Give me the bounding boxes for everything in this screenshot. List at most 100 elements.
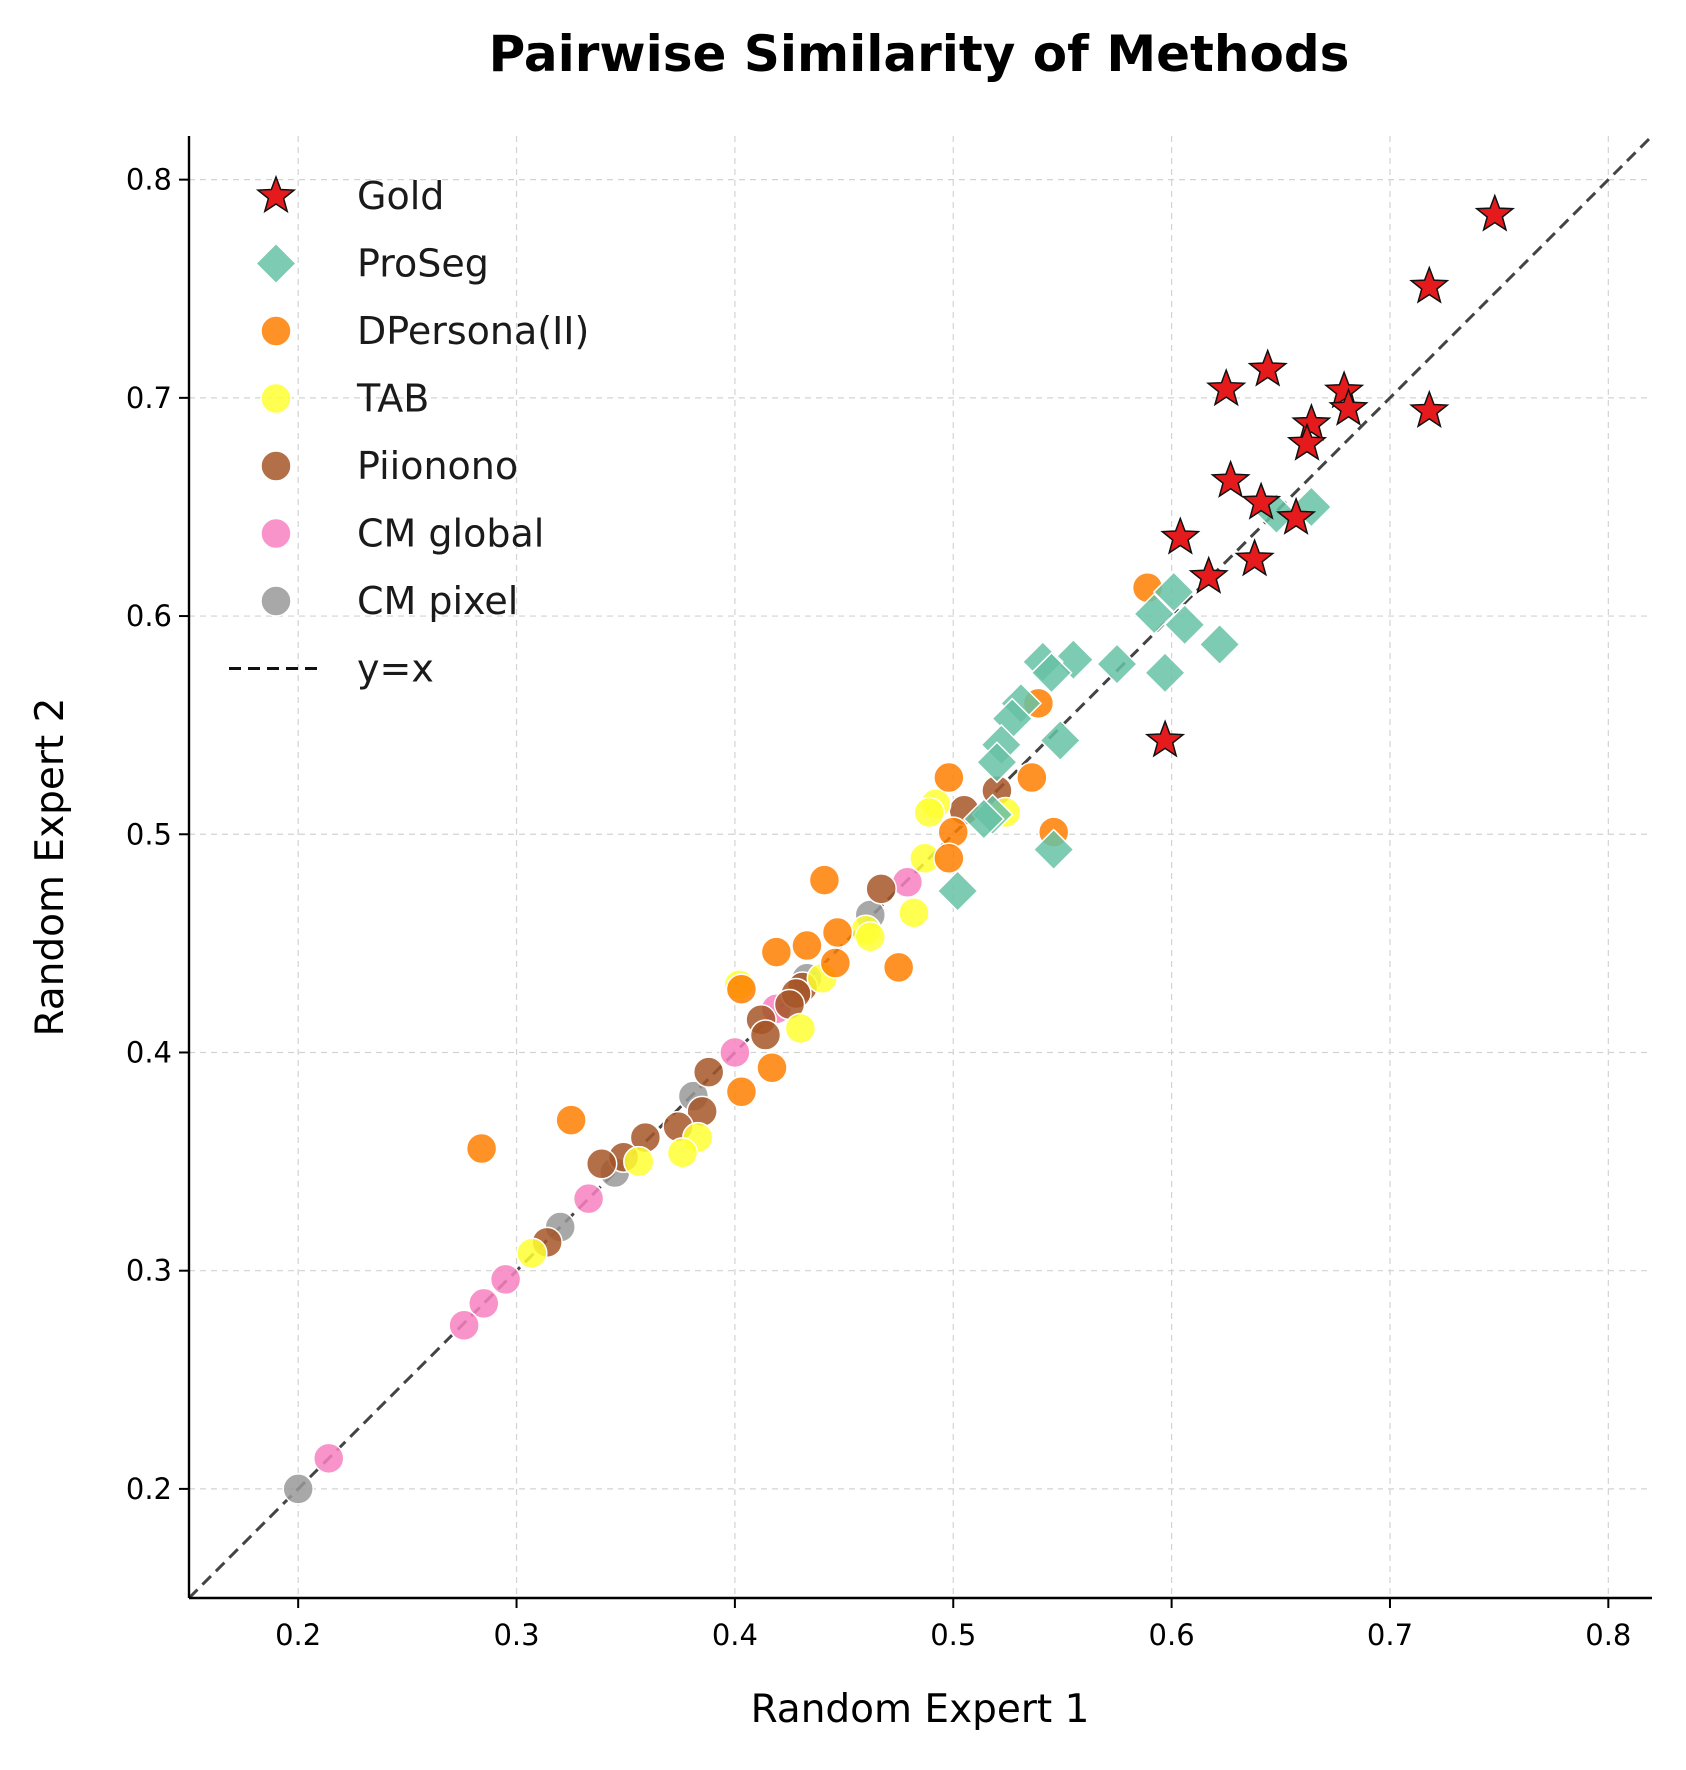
y-tick-label: 0.6: [126, 599, 172, 633]
data-point: [1323, 370, 1365, 409]
y-tick-label: 0.7: [126, 381, 172, 415]
legend-item: DPersona(II): [260, 309, 589, 353]
y-tick-label: 0.5: [126, 817, 172, 851]
data-point: [784, 1012, 817, 1045]
data-point: [1152, 570, 1195, 614]
data-point: [692, 1056, 725, 1088]
y-ticks: 0.2 0.3 0.4 0.5 0.6 0.7 0.8: [126, 163, 189, 1506]
data-point: [282, 1473, 314, 1505]
legend-item: y=x: [229, 647, 434, 691]
data-point: [1234, 538, 1275, 577]
data-point: [1160, 516, 1201, 555]
data-point: [1210, 459, 1251, 498]
data-points: [282, 193, 1515, 1505]
data-point: [756, 1052, 788, 1084]
legend-marker: [255, 174, 297, 214]
data-point: [1198, 623, 1241, 666]
series-proseg: [936, 485, 1333, 913]
data-point: [936, 869, 979, 913]
legend-item: CM global: [260, 512, 544, 556]
data-point: [585, 1148, 618, 1180]
data-point: [821, 916, 854, 949]
y-tick-label: 0.3: [126, 1254, 172, 1288]
data-point: [725, 973, 758, 1005]
data-point: [719, 1036, 751, 1069]
legend-item: Gold: [255, 174, 444, 218]
data-point: [760, 936, 793, 968]
data-point: [962, 797, 1005, 841]
data-point: [933, 761, 965, 794]
x-tick-label: 0.7: [1367, 1618, 1413, 1652]
x-tick-label: 0.3: [493, 1618, 539, 1652]
legend-marker: [260, 315, 292, 347]
data-point: [1030, 651, 1073, 694]
legend-item: CM pixel: [260, 579, 518, 623]
legend: Gold ProSeg DPersona(II) TAB Piionono CM glob…: [229, 174, 589, 691]
data-point: [975, 741, 1018, 784]
legend-marker: [260, 585, 292, 617]
data-point: [468, 1287, 500, 1320]
data-point: [1286, 422, 1328, 461]
data-point: [666, 1137, 699, 1169]
data-point: [1241, 481, 1282, 520]
data-point: [1247, 348, 1288, 387]
data-point: [1409, 389, 1450, 429]
legend-label: DPersona(II): [357, 309, 589, 353]
data-point: [1328, 387, 1369, 426]
data-point: [312, 1442, 345, 1475]
legend-marker: [254, 242, 298, 285]
data-point: [1188, 555, 1229, 594]
chart-title: Pairwise Similarity of Methods: [489, 25, 1350, 83]
y-tick-label: 0.8: [126, 163, 172, 197]
x-tick-label: 0.2: [275, 1618, 321, 1652]
x-ticks: 0.2 0.3 0.4 0.5 0.6 0.7 0.8: [275, 1598, 1631, 1652]
y-tick-label: 0.4: [126, 1035, 172, 1069]
data-point: [898, 897, 930, 929]
data-point: [749, 1019, 782, 1051]
legend-label: y=x: [357, 647, 434, 691]
data-point: [1275, 496, 1317, 535]
legend-label: CM pixel: [357, 579, 518, 623]
x-tick-label: 0.6: [1149, 1618, 1195, 1652]
data-point: [1039, 719, 1082, 762]
axes: [187, 136, 1652, 1600]
data-point: [1032, 828, 1075, 871]
data-point: [555, 1104, 587, 1136]
data-point: [1291, 402, 1332, 442]
legend-label: CM global: [357, 512, 544, 556]
legend-item: TAB: [260, 377, 429, 421]
data-point: [882, 951, 915, 984]
series-cm-global: [312, 866, 924, 1475]
legend-marker: [260, 517, 292, 550]
legend-label: TAB: [356, 377, 429, 421]
data-point: [1206, 367, 1247, 407]
data-point: [1095, 643, 1139, 686]
data-point: [933, 842, 965, 875]
legend-item: Piionono: [260, 444, 518, 488]
grid-lines: [189, 136, 1652, 1598]
legend-marker: [260, 450, 292, 482]
data-point: [819, 947, 852, 979]
data-point: [516, 1237, 548, 1269]
data-point: [489, 1263, 522, 1296]
x-tick-label: 0.4: [712, 1618, 758, 1652]
data-point: [1290, 485, 1333, 529]
data-point: [1144, 719, 1186, 758]
data-point: [1409, 265, 1450, 304]
data-point: [623, 1145, 655, 1178]
data-point: [808, 864, 841, 896]
legend-label: Piionono: [357, 444, 518, 488]
data-point: [854, 921, 887, 953]
series-gold: [1144, 193, 1515, 758]
data-point: [1052, 638, 1095, 681]
data-point: [913, 796, 945, 829]
legend-item: ProSeg: [254, 242, 489, 286]
y-axis-title: Random Expert 2: [28, 698, 73, 1037]
y-tick-label: 0.2: [126, 1472, 172, 1506]
legend-label: Gold: [357, 174, 444, 218]
x-tick-label: 0.5: [930, 1618, 976, 1652]
data-point: [791, 929, 823, 962]
data-point: [725, 1076, 758, 1108]
x-axis-title: Random Expert 1: [751, 1687, 1090, 1732]
